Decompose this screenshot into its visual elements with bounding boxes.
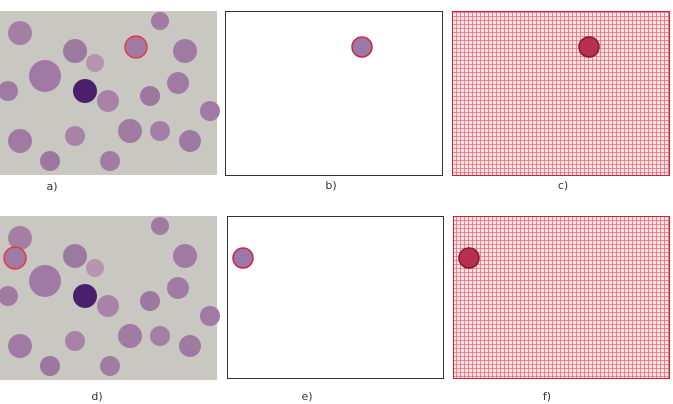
panel-label: c) [558,179,568,192]
panel-label: d) [91,390,102,403]
panel-d [0,216,220,380]
panel-a [0,11,220,175]
panel-f [453,216,670,379]
panel-e [227,216,444,379]
panel-label: e) [301,390,312,403]
panel-label: f) [543,390,551,403]
panel-label: a) [46,180,57,193]
panel-c [452,11,670,176]
panel-b [225,11,443,176]
panel-label: b) [325,179,336,192]
